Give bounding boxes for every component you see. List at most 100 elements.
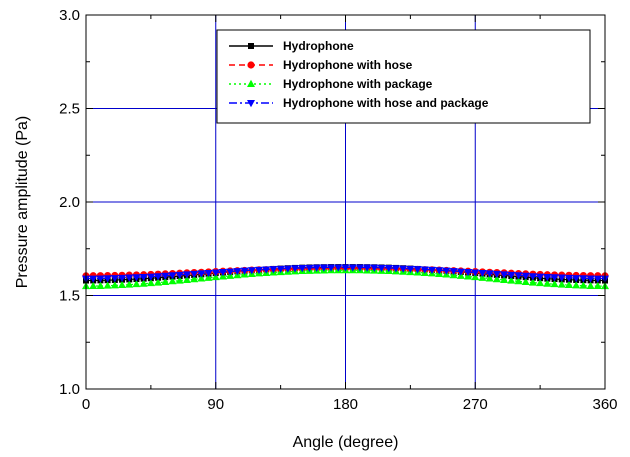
data-point [572, 275, 581, 283]
data-point [507, 276, 516, 284]
data-point [298, 265, 307, 273]
data-point [355, 264, 364, 272]
data-point [377, 264, 386, 273]
data-point [435, 267, 444, 275]
data-point [190, 270, 199, 279]
data-point [550, 274, 559, 282]
legend-marker [247, 79, 255, 87]
data-point [478, 273, 487, 281]
data-point [125, 274, 134, 282]
data-point [161, 272, 170, 280]
data-point [175, 276, 184, 284]
data-point [103, 281, 112, 289]
legend-marker [247, 61, 255, 69]
data-point [312, 264, 321, 272]
data-point [550, 279, 559, 288]
legend-marker [248, 43, 254, 49]
data-point [175, 271, 184, 280]
data-point [132, 279, 141, 288]
data-point [442, 267, 451, 275]
data-point [391, 265, 400, 273]
ticks: 0 90 180 270 360 1.0 1.5 2.0 2.5 3.0 [59, 7, 617, 413]
data-point [341, 264, 350, 272]
data-point [291, 265, 300, 273]
data-point [154, 273, 163, 281]
data-point [211, 269, 220, 277]
x-axis-title: Angle (degree) [293, 434, 399, 451]
data-point [218, 269, 227, 277]
data-point [406, 265, 415, 274]
legend-entry: Hydrophone with package [229, 77, 433, 91]
data-point [593, 281, 602, 290]
data-point [557, 274, 566, 282]
data-point [89, 275, 98, 283]
data-point [586, 275, 595, 283]
data-point [96, 281, 105, 289]
y-axis-title: Pressure amplitude (Pa) [14, 116, 31, 289]
data-point [471, 269, 480, 277]
x-tick-label: 360 [592, 396, 617, 413]
data-point [485, 274, 494, 282]
data-point [197, 270, 206, 278]
data-point [514, 272, 523, 280]
data-point [464, 269, 473, 277]
legend-box [216, 29, 591, 124]
data-point [413, 266, 422, 274]
data-point [456, 268, 465, 276]
data-point [514, 277, 523, 285]
data-point [327, 264, 336, 272]
data-point [139, 279, 148, 287]
data-point [283, 265, 292, 273]
data-point [543, 279, 552, 287]
data-point [399, 265, 408, 273]
data-point [543, 273, 552, 282]
data-point [118, 274, 127, 283]
data-point [233, 268, 242, 276]
x-tick-label: 270 [463, 396, 488, 413]
data-point [103, 275, 112, 283]
data-point [370, 264, 379, 272]
data-point [449, 268, 458, 276]
data-point [204, 273, 213, 281]
data-point [384, 265, 393, 273]
data-point [579, 275, 588, 283]
series-4 [82, 264, 609, 283]
data-point [536, 278, 545, 287]
data-point [168, 277, 177, 285]
data-point [118, 280, 127, 289]
data-point [146, 278, 155, 287]
legend-entry: Hydrophone with hose [229, 58, 413, 72]
data-point [593, 275, 602, 283]
data-point [528, 278, 537, 286]
legend-label: Hydrophone with hose and package [283, 96, 489, 110]
data-point [557, 280, 566, 288]
data-point [305, 264, 314, 273]
data-point [420, 266, 429, 274]
data-point [255, 266, 263, 275]
data-point [363, 264, 372, 272]
legend: Hydrophone Hydrophone with hose Hydrophone… [216, 29, 591, 124]
series-3 [82, 266, 609, 290]
data-point [154, 278, 163, 286]
x-tick-label: 90 [207, 396, 224, 413]
data-point [226, 268, 235, 276]
data-point [96, 275, 105, 283]
data-point [247, 267, 256, 275]
legend-label: Hydrophone with hose [283, 58, 413, 72]
y-tick-label: 2.0 [59, 194, 80, 211]
data-point [182, 275, 191, 283]
data-point [492, 275, 501, 283]
data-point [528, 273, 537, 281]
series-layer [82, 264, 609, 290]
data-point [579, 281, 588, 289]
data-point [348, 264, 357, 272]
data-point [500, 275, 509, 283]
data-point [478, 269, 487, 278]
data-point [125, 280, 134, 288]
data-point [564, 274, 573, 283]
data-point [276, 265, 285, 274]
data-point [485, 270, 494, 278]
data-point [240, 267, 249, 275]
legend-label: Hydrophone [283, 39, 354, 53]
